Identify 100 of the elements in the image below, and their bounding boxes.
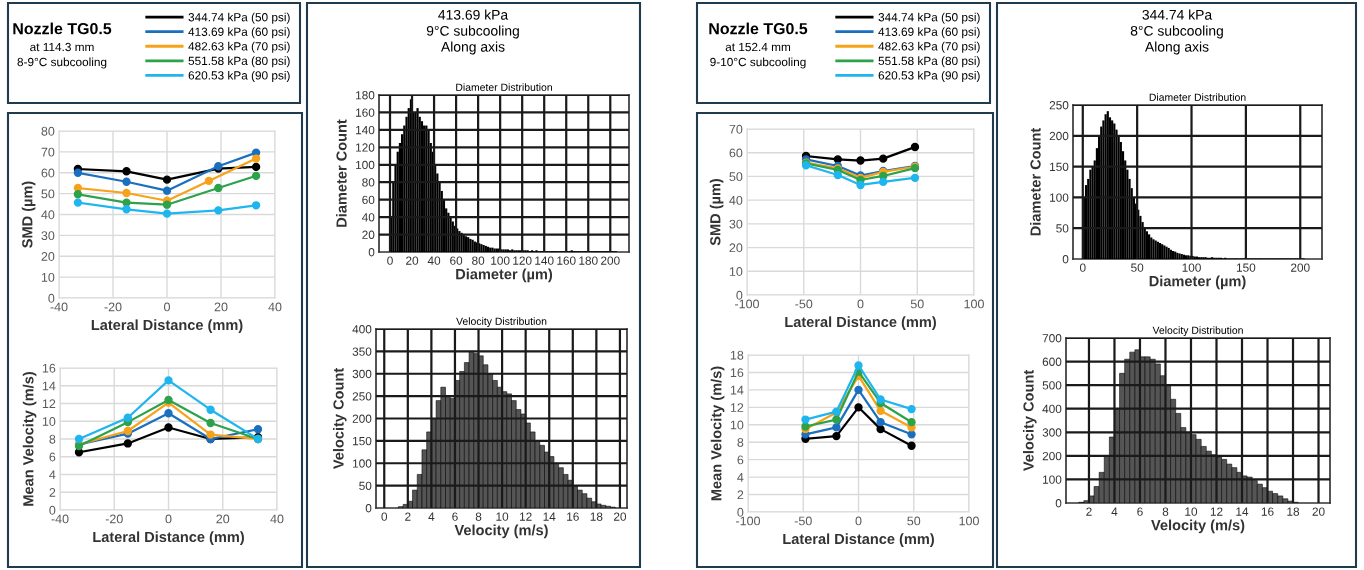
- x-tick-label: -50: [794, 516, 812, 526]
- legend-label: 551.58 kPa (80 psi): [188, 56, 290, 68]
- x-tick-label: -40: [51, 514, 69, 524]
- y-tick-label: 200: [1042, 451, 1062, 461]
- chart-title: Diameter Distribution: [1149, 93, 1246, 101]
- x-tick-label: 60: [450, 256, 463, 265]
- legend-label: 344.74 kPa (50 psi): [878, 12, 980, 24]
- x-tick-label: 0: [387, 256, 393, 265]
- x-tick-label: 4: [1111, 507, 1118, 516]
- x-axis-title: Velocity (m/s): [454, 524, 548, 539]
- x-axis-title: Diameter (µm): [456, 268, 553, 283]
- y-tick-label: 60: [362, 195, 375, 205]
- y-tick-label: 12: [42, 399, 56, 409]
- x-tick-label: -50: [795, 299, 813, 309]
- y-tick-label: 10: [730, 420, 744, 430]
- x-tick-label: 0: [855, 516, 862, 526]
- y-tick-label: 8: [49, 434, 56, 444]
- y-tick-label: 0: [368, 248, 375, 257]
- y-tick-label: 700: [1042, 334, 1062, 343]
- y-tick-label: 12: [730, 403, 744, 412]
- legend-label: 344.74 kPa (50 psi): [188, 12, 290, 24]
- legend-label: 413.69 kPa (60 psi): [188, 27, 290, 39]
- y-tick-label: 6: [49, 452, 56, 462]
- y-axis-title: Mean Velocity (m/s): [710, 366, 725, 501]
- x-tick-label: 100: [964, 299, 984, 309]
- x-axis-title: Velocity (m/s): [1151, 519, 1245, 534]
- y-tick-label: 300: [352, 369, 372, 379]
- x-tick-label: 50: [910, 299, 924, 309]
- y-tick-label: 16: [42, 363, 56, 373]
- x-tick-label: 18: [1287, 507, 1300, 516]
- x-tick-label: 40: [268, 302, 282, 312]
- x-tick-label: 160: [557, 256, 576, 265]
- x-tick-label: 6: [452, 512, 458, 521]
- x-tick-label: 2: [405, 512, 411, 521]
- x-tick-label: 50: [1131, 263, 1144, 272]
- text: Along axis: [440, 41, 505, 55]
- x-tick-label: 10: [496, 512, 509, 521]
- y-tick-label: 100: [1050, 193, 1069, 202]
- y-tick-label: 4: [737, 473, 744, 482]
- legend-label: 482.63 kPa (70 psi): [878, 41, 980, 53]
- y-tick-label: 50: [359, 481, 372, 491]
- y-tick-label: 40: [361, 213, 375, 222]
- x-tick-label: 0: [165, 514, 172, 524]
- y-tick-label: 80: [362, 178, 375, 187]
- y-tick-label: 120: [356, 143, 375, 152]
- y-axis-title: Velocity Count: [1022, 370, 1037, 472]
- x-tick-label: 200: [601, 256, 620, 265]
- x-tick-label: 0: [164, 302, 170, 312]
- x-tick-label: 4: [428, 512, 435, 521]
- y-axis-title: Diameter Count: [335, 119, 347, 227]
- x-tick-label: 8: [1162, 507, 1169, 516]
- y-tick-label: 6: [737, 455, 744, 465]
- x-tick-label: -40: [50, 302, 68, 312]
- text: Along axis: [1144, 41, 1209, 55]
- y-tick-label: 100: [1043, 475, 1062, 484]
- chart-title: Velocity Distribution: [1152, 326, 1243, 336]
- y-tick-label: 300: [1042, 428, 1062, 437]
- y-tick-label: 40: [41, 210, 55, 220]
- text: 344.74 kPa: [1142, 9, 1213, 20]
- y-tick-label: 14: [42, 381, 56, 391]
- legend-label: 551.58 kPa (80 psi): [878, 56, 980, 68]
- x-tick-label: 200: [1291, 263, 1310, 272]
- x-tick-label: 6: [1137, 507, 1143, 516]
- chart-title: Diameter Distribution: [456, 83, 552, 91]
- legend-title: Nozzle TG0.5: [709, 22, 808, 35]
- y-tick-label: 150: [353, 436, 372, 446]
- x-tick-label: 40: [270, 514, 284, 524]
- x-tick-label: 120: [513, 256, 532, 265]
- y-tick-label: 60: [729, 148, 743, 158]
- y-tick-label: 30: [41, 231, 55, 241]
- x-axis-title: Diameter (µm): [1149, 275, 1246, 290]
- y-tick-label: 4: [49, 470, 56, 480]
- y-tick-label: 70: [41, 147, 55, 157]
- y-tick-label: 0: [1055, 499, 1062, 508]
- y-tick-label: 8: [737, 438, 744, 447]
- x-tick-label: 8: [475, 512, 482, 521]
- legend-label: 482.63 kPa (70 psi): [188, 41, 290, 53]
- legend-label: 413.69 kPa (60 psi): [878, 27, 980, 39]
- y-axis-title: SMD (µm): [709, 178, 724, 246]
- y-axis-title: Diameter Count: [1029, 127, 1041, 236]
- y-tick-label: 350: [352, 347, 372, 356]
- text: 413.69 kPa: [438, 9, 509, 20]
- legend-label: 620.53 kPa (90 psi): [188, 70, 290, 82]
- legend-label: 620.53 kPa (90 psi): [878, 70, 980, 82]
- text: at 152.4 mm: [725, 42, 791, 52]
- x-tick-label: 0: [857, 299, 864, 309]
- x-tick-label: 20: [216, 514, 230, 524]
- y-tick-label: 50: [1056, 224, 1069, 233]
- y-tick-label: 16: [730, 368, 744, 378]
- y-tick-label: 200: [352, 414, 372, 423]
- y-tick-label: 10: [41, 272, 55, 282]
- x-axis-title: Lateral Distance (mm): [91, 319, 243, 333]
- y-tick-label: 100: [353, 459, 372, 468]
- x-tick-label: -100: [735, 299, 760, 309]
- y-tick-label: 140: [356, 125, 375, 135]
- x-tick-label: -100: [736, 516, 761, 526]
- x-tick-label: 50: [907, 516, 921, 526]
- x-tick-label: 80: [472, 256, 485, 265]
- x-tick-label: 0: [381, 512, 388, 521]
- y-tick-label: 20: [729, 243, 743, 253]
